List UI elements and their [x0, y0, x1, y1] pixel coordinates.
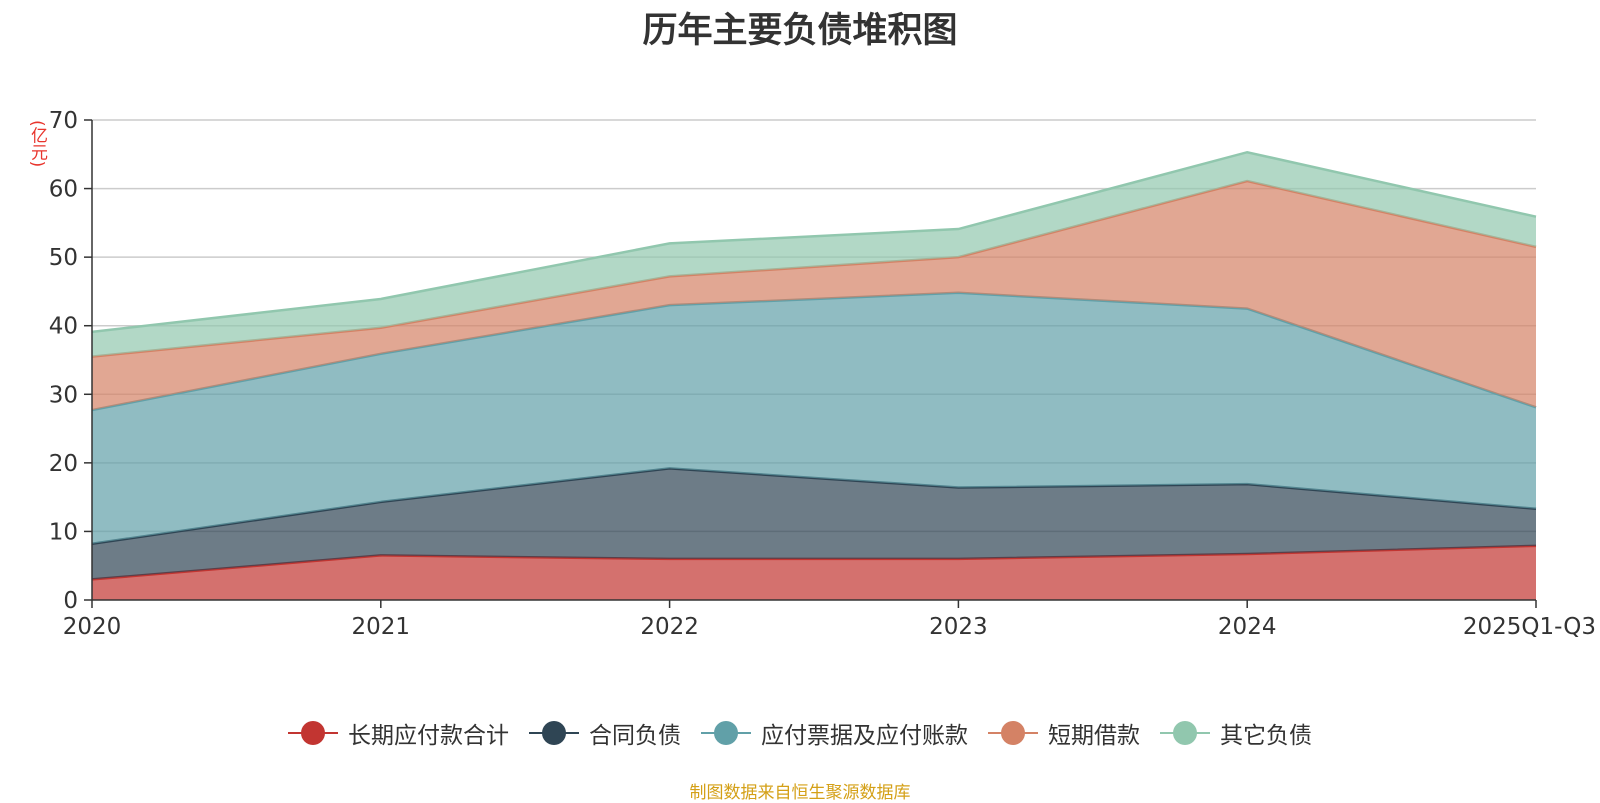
axes: 0 10 20 30 40 50 60 70 2020 2021 2022 2023 2024 2025Q… [49, 108, 1596, 640]
chart-title: 历年主要负债堆积图 [642, 11, 958, 51]
y-tick-label: 20 [49, 451, 78, 477]
x-tick-label: 2023 [929, 614, 988, 640]
y-tick-label: 10 [49, 519, 78, 545]
area-series-5 [92, 152, 1536, 357]
legend-label: 应付票据及应付账款 [761, 723, 968, 749]
x-tick-label: 2025Q1-Q3 [1463, 614, 1596, 640]
legend-item-3[interactable]: 应付票据及应付账款 [701, 716, 968, 750]
y-tick-label: 0 [63, 588, 78, 614]
legend: 长期应付款合计 合同负债 应付票据及应付账款 短期借款 其它负债 [0, 716, 1600, 750]
source-note: 制图数据来自恒生聚源数据库 [689, 783, 911, 803]
y-tick-label: 50 [49, 245, 78, 271]
legend-label: 短期借款 [1048, 723, 1140, 749]
x-tick-label: 2024 [1218, 614, 1277, 640]
x-tick-label: 2020 [63, 614, 122, 640]
y-tick-label: 30 [49, 382, 78, 408]
area-series-line-5 [91, 150, 1537, 334]
area-series-4 [92, 181, 1536, 411]
stacked-area-chart: 0 10 20 30 40 50 60 70 2020 2021 2022 2023 2024 2025Q… [49, 108, 1596, 640]
y-tick-label: 70 [49, 108, 78, 134]
legend-item-4[interactable]: 短期借款 [988, 716, 1140, 750]
legend-item-5[interactable]: 其它负债 [1160, 716, 1312, 750]
area-series-1 [92, 545, 1536, 600]
x-tick-label: 2022 [640, 614, 699, 640]
y-axis-unit-label: (亿元) [27, 120, 47, 168]
area-series-2 [92, 468, 1536, 580]
y-tick-label: 60 [49, 177, 78, 203]
legend-label: 长期应付款合计 [348, 723, 509, 749]
x-tick-label: 2021 [352, 614, 411, 640]
legend-marker [529, 720, 579, 746]
legend-marker [701, 720, 751, 746]
area-series-3 [92, 292, 1536, 544]
legend-label: 合同负债 [589, 723, 681, 749]
legend-item-2[interactable]: 合同负债 [529, 716, 681, 750]
legend-item-1[interactable]: 长期应付款合计 [288, 716, 509, 750]
legend-marker [288, 720, 338, 746]
legend-marker [988, 720, 1038, 746]
legend-label: 其它负债 [1220, 723, 1312, 749]
legend-marker [1160, 720, 1210, 746]
area-series [91, 150, 1537, 600]
y-tick-label: 40 [49, 314, 78, 340]
